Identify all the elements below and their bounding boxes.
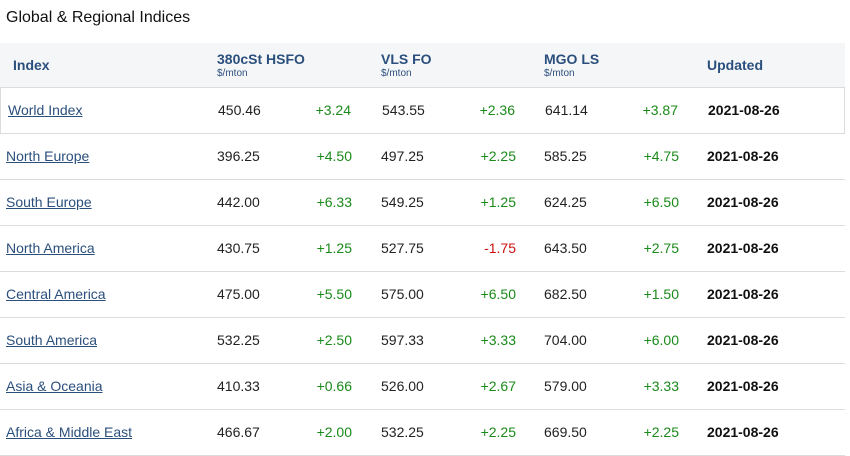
table-row: South Europe 442.00 +6.33 549.25 +1.25 6… xyxy=(0,180,845,226)
updated-date: 2021-08-26 xyxy=(707,286,779,302)
index-link[interactable]: South Europe xyxy=(6,194,92,210)
index-link[interactable]: North Europe xyxy=(6,148,90,164)
index-link[interactable]: Asia & Oceania xyxy=(6,378,103,394)
vlsfo-change: +2.25 xyxy=(480,148,516,164)
hsfo-price: 450.46 xyxy=(218,102,261,118)
mgo-price: 579.00 xyxy=(544,378,587,394)
mgo-price: 704.00 xyxy=(544,332,587,348)
vlsfo-change: +6.50 xyxy=(480,286,516,302)
indices-table: Index 380cSt HSFO $/mton VLS FO $/mton M… xyxy=(0,43,845,456)
hsfo-change: +5.50 xyxy=(316,286,352,302)
vlsfo-change: +1.25 xyxy=(480,194,516,210)
header-mgo: MGO LS $/mton xyxy=(544,51,599,79)
mgo-change: +3.33 xyxy=(643,378,679,394)
vlsfo-price: 597.33 xyxy=(381,332,424,348)
index-link[interactable]: Africa & Middle East xyxy=(6,424,133,440)
header-vlsfo: VLS FO $/mton xyxy=(381,51,432,79)
table-row: North Europe 396.25 +4.50 497.25 +2.25 5… xyxy=(0,134,845,180)
updated-date: 2021-08-26 xyxy=(708,102,780,118)
updated-date: 2021-08-26 xyxy=(707,332,779,348)
mgo-change: +4.75 xyxy=(643,148,679,164)
table-row: Central America 475.00 +5.50 575.00 +6.5… xyxy=(0,272,845,318)
header-updated-label: Updated xyxy=(707,57,763,73)
table-row: South America 532.25 +2.50 597.33 +3.33 … xyxy=(0,318,845,364)
hsfo-price: 532.25 xyxy=(217,332,260,348)
mgo-price: 585.25 xyxy=(544,148,587,164)
updated-date: 2021-08-26 xyxy=(707,378,779,394)
mgo-change: +1.50 xyxy=(643,286,679,302)
hsfo-change: +4.50 xyxy=(316,148,352,164)
hsfo-price: 475.00 xyxy=(217,286,260,302)
hsfo-change: +3.24 xyxy=(315,102,351,118)
header-index: Index xyxy=(13,57,50,73)
vlsfo-change: +2.67 xyxy=(480,378,516,394)
mgo-change: +6.50 xyxy=(643,194,679,210)
table-row: Africa & Middle East 466.67 +2.00 532.25… xyxy=(0,410,845,456)
hsfo-price: 442.00 xyxy=(217,194,260,210)
header-index-label: Index xyxy=(13,57,50,73)
table-row: World Index 450.46 +3.24 543.55 +2.36 64… xyxy=(0,88,845,134)
table-row: Asia & Oceania 410.33 +0.66 526.00 +2.67… xyxy=(0,364,845,410)
hsfo-price: 466.67 xyxy=(217,424,260,440)
hsfo-price: 396.25 xyxy=(217,148,260,164)
table-header: Index 380cSt HSFO $/mton VLS FO $/mton M… xyxy=(0,43,845,88)
mgo-price: 624.25 xyxy=(544,194,587,210)
mgo-price: 682.50 xyxy=(544,286,587,302)
header-mgo-unit: $/mton xyxy=(544,68,575,79)
vlsfo-price: 543.55 xyxy=(382,102,425,118)
vlsfo-change: -1.75 xyxy=(484,240,516,256)
hsfo-price: 430.75 xyxy=(217,240,260,256)
header-vlsfo-label: VLS FO xyxy=(381,51,432,67)
hsfo-change: +2.00 xyxy=(316,424,352,440)
index-link[interactable]: Central America xyxy=(6,286,106,302)
vlsfo-price: 497.25 xyxy=(381,148,424,164)
hsfo-change: +6.33 xyxy=(316,194,352,210)
mgo-price: 643.50 xyxy=(544,240,587,256)
mgo-change: +3.87 xyxy=(642,102,678,118)
hsfo-change: +2.50 xyxy=(316,332,352,348)
updated-date: 2021-08-26 xyxy=(707,240,779,256)
header-updated: Updated xyxy=(707,57,763,73)
header-mgo-label: MGO LS xyxy=(544,51,600,67)
vlsfo-price: 549.25 xyxy=(381,194,424,210)
index-link[interactable]: North America xyxy=(6,240,95,256)
vlsfo-change: +2.25 xyxy=(480,424,516,440)
hsfo-change: +0.66 xyxy=(316,378,352,394)
header-vlsfo-unit: $/mton xyxy=(381,68,412,79)
mgo-change: +2.25 xyxy=(643,424,679,440)
mgo-change: +2.75 xyxy=(643,240,679,256)
mgo-change: +6.00 xyxy=(643,332,679,348)
hsfo-change: +1.25 xyxy=(316,240,352,256)
index-link[interactable]: South America xyxy=(6,332,98,348)
hsfo-price: 410.33 xyxy=(217,378,260,394)
vlsfo-price: 526.00 xyxy=(381,378,424,394)
page-title: Global & Regional Indices xyxy=(6,9,191,26)
mgo-price: 669.50 xyxy=(544,424,587,440)
index-link[interactable]: World Index xyxy=(8,102,83,118)
vlsfo-price: 532.25 xyxy=(381,424,424,440)
mgo-price: 641.14 xyxy=(545,102,588,118)
header-hsfo-label: 380cSt HSFO xyxy=(217,51,305,67)
vlsfo-change: +2.36 xyxy=(479,102,515,118)
updated-date: 2021-08-26 xyxy=(707,424,779,440)
header-hsfo-unit: $/mton xyxy=(217,68,248,79)
vlsfo-price: 527.75 xyxy=(381,240,424,256)
vlsfo-price: 575.00 xyxy=(381,286,424,302)
table-row: North America 430.75 +1.25 527.75 -1.75 … xyxy=(0,226,845,272)
vlsfo-change: +3.33 xyxy=(480,332,516,348)
updated-date: 2021-08-26 xyxy=(707,194,779,210)
header-hsfo: 380cSt HSFO $/mton xyxy=(217,51,305,79)
updated-date: 2021-08-26 xyxy=(707,148,779,164)
